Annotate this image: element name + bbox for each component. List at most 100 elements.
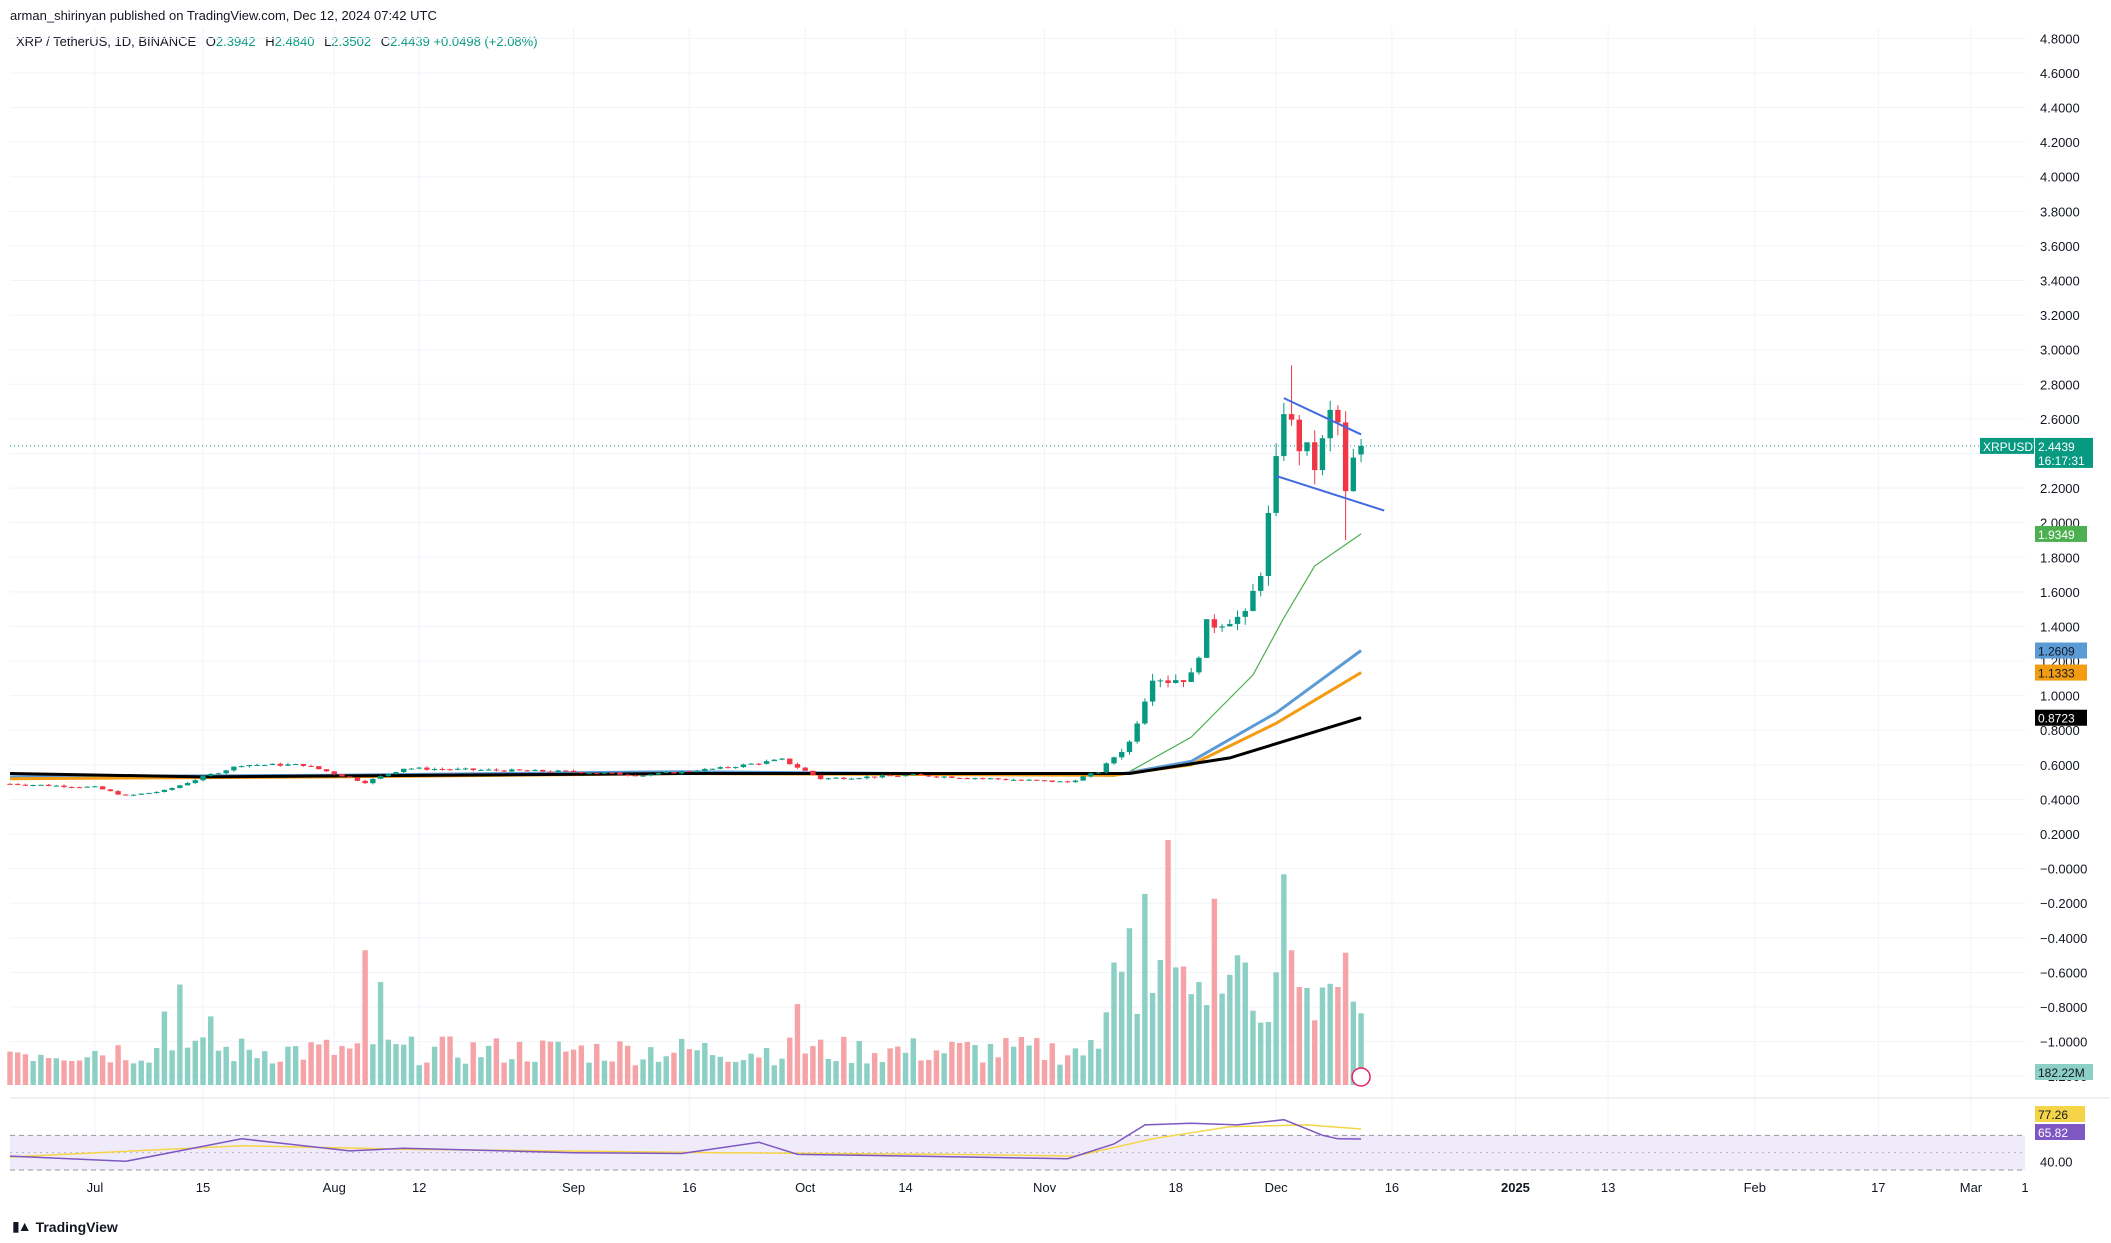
- volume-bar: [532, 1061, 538, 1085]
- published-note: arman_shirinyan published on TradingView…: [10, 8, 437, 23]
- price-tick-label: 3.2000: [2040, 308, 2080, 323]
- candle-body: [130, 794, 137, 796]
- volume-bar: [825, 1059, 832, 1085]
- alert-icon: [1351, 1067, 1371, 1087]
- candle-body: [1173, 680, 1179, 684]
- volume-bar: [1057, 1064, 1063, 1085]
- moving-average-line: [9, 716, 1362, 779]
- candle-body: [895, 775, 901, 777]
- candle-body: [408, 768, 415, 770]
- volume-bar: [1018, 1036, 1025, 1085]
- candle-body: [401, 768, 407, 773]
- volume-bar: [949, 1041, 955, 1085]
- volume-bar: [161, 1011, 168, 1085]
- time-tick-label: Nov: [1033, 1180, 1057, 1195]
- volume-tag-bg: [2035, 1064, 2093, 1080]
- candle-body: [269, 763, 276, 765]
- candle-body: [146, 792, 152, 794]
- candle-body: [385, 774, 391, 777]
- volume-bar: [941, 1053, 947, 1085]
- candle-body: [763, 761, 770, 764]
- volume-bar: [269, 1063, 276, 1085]
- candle-body: [956, 777, 963, 779]
- volume-bar: [1319, 987, 1326, 1085]
- candle-body: [563, 770, 569, 772]
- price-tick-label: 1.0000: [2040, 689, 2080, 704]
- candle-body: [1072, 780, 1079, 783]
- candle-body: [879, 775, 886, 778]
- volume-bar: [76, 1060, 83, 1085]
- volume-bar: [208, 1016, 214, 1085]
- candle-body: [262, 764, 268, 766]
- volume-bar: [771, 1065, 778, 1085]
- volume-bar: [285, 1046, 291, 1085]
- candle-body: [331, 771, 337, 775]
- volume-bar: [624, 1045, 631, 1085]
- candle-body: [648, 774, 654, 776]
- candle-body: [779, 758, 785, 760]
- volume-bar: [1064, 1055, 1071, 1085]
- volume-bar: [1342, 952, 1349, 1085]
- volume-bar: [115, 1045, 121, 1085]
- volume-bar: [447, 1036, 453, 1085]
- volume-bar: [871, 1053, 878, 1085]
- candle-body: [910, 774, 916, 776]
- candle-body: [208, 773, 214, 776]
- volume-bar: [1211, 898, 1218, 1085]
- candle-body: [802, 767, 808, 771]
- candle-body: [902, 775, 909, 777]
- time-tick-label: 18: [1169, 1180, 1183, 1195]
- candle-body: [1080, 776, 1086, 781]
- volume-bar: [99, 1055, 106, 1085]
- time-tick-label: Dec: [1265, 1180, 1289, 1195]
- candle-body: [833, 777, 839, 779]
- volume-bar: [370, 1044, 376, 1085]
- volume-bar: [485, 1045, 492, 1085]
- candle-body: [516, 769, 523, 771]
- volume-bar: [678, 1038, 685, 1085]
- volume-bar: [1080, 1055, 1086, 1085]
- rsi-ma-tag-bg: [2035, 1106, 2085, 1122]
- volume-bar: [779, 1058, 785, 1085]
- volume-bar: [1327, 983, 1333, 1085]
- candle-body: [570, 770, 577, 772]
- volume-bar: [655, 1061, 662, 1085]
- ma-value-tag-bg: [2035, 642, 2087, 659]
- open-label: O: [205, 34, 216, 49]
- volume-bar: [1335, 987, 1341, 1085]
- volume-bar: [702, 1042, 708, 1085]
- volume-bar: [192, 1040, 198, 1085]
- candle-body: [1064, 781, 1071, 783]
- volume-bar: [455, 1057, 461, 1085]
- volume-bar: [53, 1058, 60, 1085]
- price-tick-label: 4.8000: [2040, 31, 2080, 46]
- volume-bar: [648, 1047, 654, 1085]
- volume-bar: [238, 1038, 245, 1085]
- volume-bar: [895, 1046, 901, 1085]
- volume-bar: [439, 1036, 446, 1085]
- volume-bar: [1034, 1038, 1040, 1085]
- volume-bar: [632, 1065, 639, 1085]
- volume-bar: [910, 1038, 916, 1085]
- candle-body: [30, 784, 36, 786]
- candle-body: [424, 767, 430, 770]
- tradingview-logo[interactable]: ▮▲ TradingView: [12, 1218, 118, 1235]
- trendline: [1275, 475, 1385, 512]
- candle-body: [493, 769, 500, 771]
- candle-body: [748, 763, 754, 765]
- symbol-line[interactable]: XRP / TetherUS, 1D, BINANCE: [16, 34, 197, 49]
- candle-body: [354, 777, 361, 781]
- candle-body: [617, 772, 623, 775]
- price-tick-label: 0.4000: [2040, 792, 2080, 807]
- candle-body: [771, 759, 778, 762]
- volume-bar: [30, 1061, 36, 1085]
- time-tick-label: Mar: [1960, 1180, 1983, 1195]
- candle-body: [470, 768, 476, 770]
- volume-bar: [810, 1046, 816, 1085]
- volume-bar: [794, 1004, 801, 1085]
- volume-bar: [478, 1057, 484, 1085]
- candle-body: [733, 767, 739, 769]
- volume-bar: [671, 1052, 677, 1085]
- candle-body: [1203, 619, 1210, 658]
